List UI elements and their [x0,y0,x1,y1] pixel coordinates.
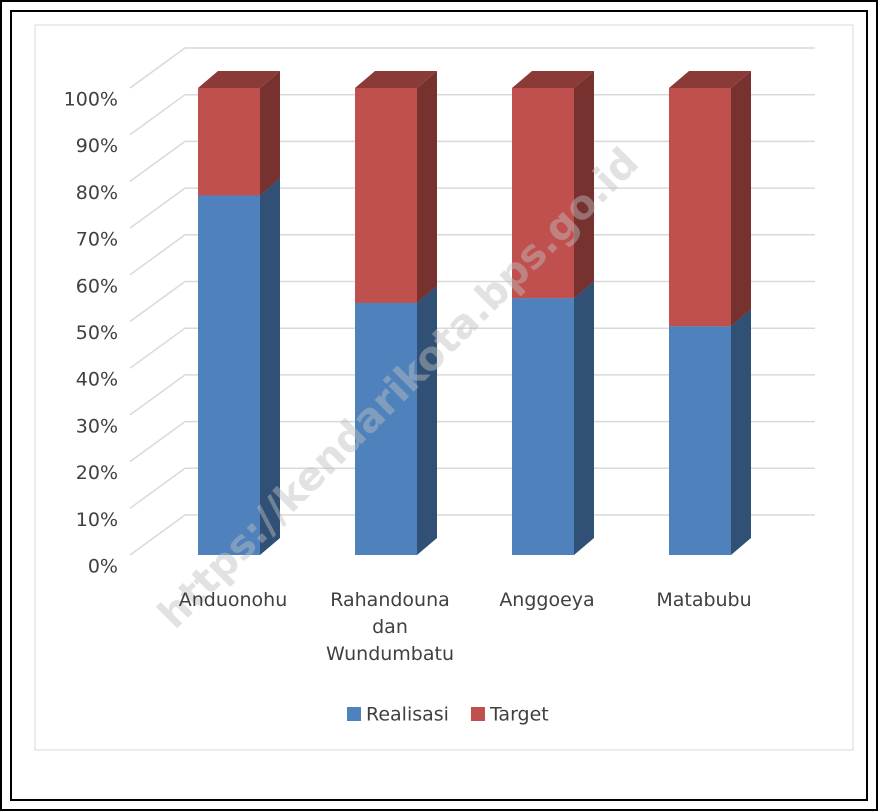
y-tick-label: 0% [88,556,118,578]
legend-swatch [347,707,361,721]
bar-front [669,88,731,327]
bar-front [669,326,731,555]
legend-label: Realisasi [366,704,449,726]
bar-front [198,88,260,196]
y-tick-label: 20% [76,462,118,484]
bar-side [731,309,751,555]
grid-line [129,280,815,323]
y-tick-label: 80% [76,182,118,204]
grid-line [129,420,815,463]
legend-label: Target [489,704,549,726]
y-tick-label: 30% [76,415,118,437]
y-tick-label: 10% [76,509,118,531]
y-tick-label: 100% [64,89,118,111]
bar-top [669,71,751,88]
grid-line [129,374,815,416]
grid-line [129,467,815,509]
grid-line [129,93,815,136]
grid-line [129,234,815,276]
bar-top [355,71,437,88]
y-tick-label: 50% [76,322,118,344]
y-tick-label: 90% [76,135,118,157]
bar-side [574,71,594,299]
bar-top [198,71,280,88]
y-tick-label: 40% [76,369,118,391]
bar-side [260,178,280,555]
bar-side [417,71,437,303]
bar-side [574,281,594,555]
bar-front [355,302,417,555]
grid-line [129,514,815,556]
bar-front [512,298,574,555]
grid-line [129,327,815,369]
x-tick-label: Anduonohu [178,589,288,611]
y-tick-label: 60% [76,275,118,297]
grid-line [129,140,815,183]
bar-side [731,71,751,327]
bar-side [417,285,437,555]
y-tick-label: 70% [76,229,118,251]
grid-line [129,187,815,229]
bar-side [260,71,280,196]
x-tick-label: Rahandouna dan Wundumbatu [326,589,454,665]
x-tick-label: Matabubu [656,589,752,611]
inner-frame [10,10,868,801]
grid-line [129,47,815,89]
x-tick-label: Anggoeya [499,589,595,611]
bar-front [355,88,417,303]
bar-top [512,71,594,88]
bar-front [198,195,260,555]
legend-swatch [470,707,485,721]
bar-front [512,88,574,299]
